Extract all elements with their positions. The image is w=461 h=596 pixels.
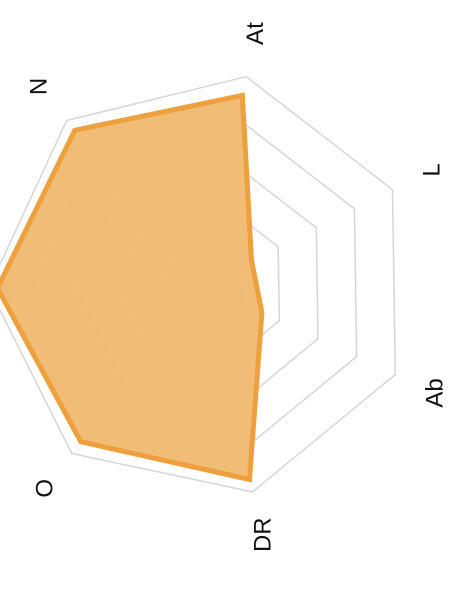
axis-label-layer: At L Ab DR O N — [25, 22, 448, 552]
axis-label-at: At — [242, 22, 269, 45]
grid-ring-5 — [0, 75, 397, 493]
axis-label-n: N — [25, 78, 52, 95]
series-layer — [0, 92, 265, 483]
axis-label-l: L — [418, 163, 445, 176]
axis-label-ab: Ab — [422, 378, 449, 407]
axis-label-o: O — [31, 479, 58, 498]
axis-label-dr: DR — [249, 517, 276, 552]
series-area-0 — [0, 92, 265, 483]
